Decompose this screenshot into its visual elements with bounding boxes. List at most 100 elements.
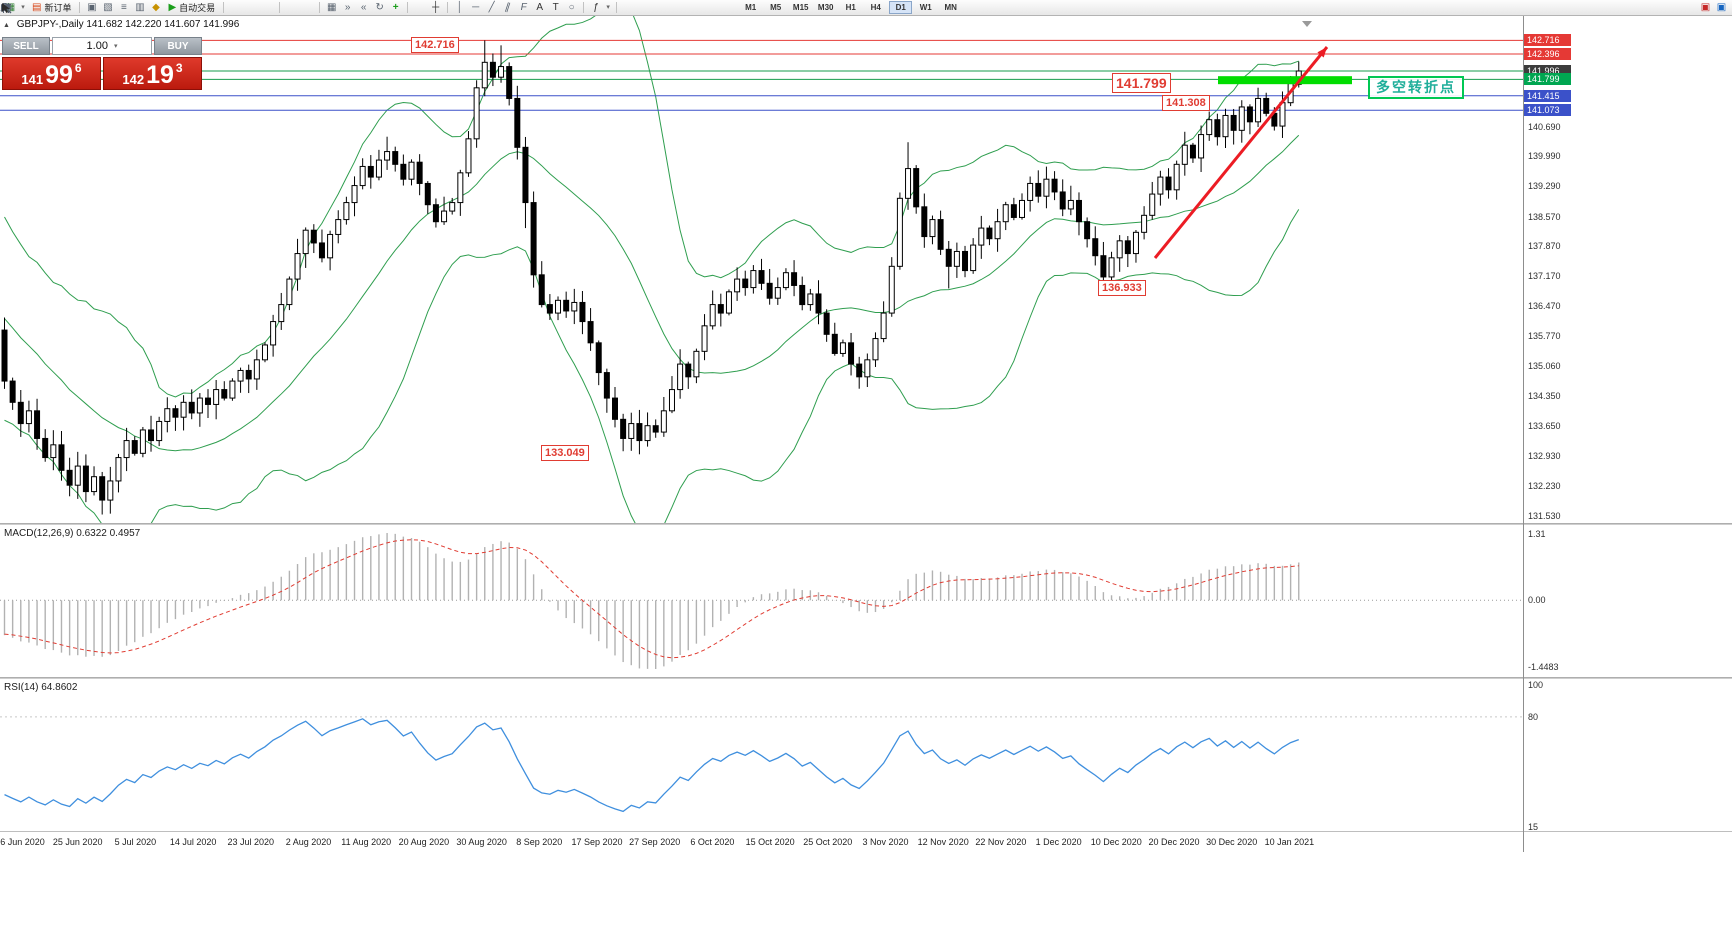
ask-pips: 19 xyxy=(146,61,174,89)
candle-body xyxy=(668,389,675,412)
timeframe-h1[interactable]: H1 xyxy=(845,3,856,12)
candle-body xyxy=(652,425,659,433)
price-callout[interactable]: 133.049 xyxy=(541,445,589,462)
new-chart-caret-icon[interactable]: ▾ xyxy=(21,4,25,11)
candle-body xyxy=(970,244,977,272)
candle-body xyxy=(823,312,830,335)
line-chart-mode-icon[interactable] xyxy=(0,1,275,14)
market-watch-icon[interactable]: ≡ xyxy=(121,2,127,13)
ask-price-tile[interactable]: 142 19 3 xyxy=(103,57,202,90)
candle-body xyxy=(620,418,627,439)
new-order-button[interactable]: ▤ 新订单 xyxy=(28,1,75,15)
zoom-out-icon[interactable] xyxy=(1,1,315,14)
price-axis-tick: 131.530 xyxy=(1528,510,1561,521)
one-click-collapse-icon[interactable]: ▲ xyxy=(3,22,10,29)
candle-body xyxy=(1189,144,1196,159)
auto-scroll-icon[interactable]: » xyxy=(344,2,351,13)
vertical-line-tool-icon[interactable]: │ xyxy=(456,2,463,13)
ask-prefix: 142 xyxy=(122,72,145,87)
chart-shift-marker[interactable] xyxy=(1302,21,1312,27)
sell-button[interactable]: SELL xyxy=(2,37,50,55)
timeframe-w1[interactable]: W1 xyxy=(919,3,932,12)
price-callout[interactable]: 136.933 xyxy=(1098,280,1146,297)
lot-size-input[interactable]: 1.00 ▾ xyxy=(52,37,152,55)
toolbar-far-icon-1[interactable]: ▣ xyxy=(1700,2,1711,13)
candle-body xyxy=(514,97,521,148)
horizontal-line-tool-icon[interactable]: ─ xyxy=(472,2,480,13)
candle-body xyxy=(245,369,252,380)
candle-body xyxy=(888,265,895,314)
panel-splitter[interactable] xyxy=(0,523,1732,525)
macd-panel-canvas[interactable] xyxy=(0,525,1523,677)
alerts-icon[interactable]: ◆ xyxy=(152,2,160,13)
timeframe-m1[interactable]: M1 xyxy=(745,3,757,12)
timeframe-mn[interactable]: MN xyxy=(944,3,957,12)
chart-windows-icon[interactable]: ▣ xyxy=(87,2,97,13)
price-callout[interactable]: 141.799 xyxy=(1112,73,1171,94)
label-tool-icon[interactable]: T xyxy=(552,2,559,13)
zoom-in-icon[interactable] xyxy=(1,1,299,14)
panel-splitter[interactable] xyxy=(0,677,1732,679)
candle-body xyxy=(91,476,98,493)
candle-body xyxy=(1157,176,1164,195)
price-axis-tick: 138.570 xyxy=(1528,211,1561,222)
price-callout[interactable]: 142.716 xyxy=(411,37,459,54)
tile-windows-icon[interactable]: ▦ xyxy=(326,2,337,13)
date-axis-label: 22 Nov 2020 xyxy=(975,837,1027,847)
indicators-icon[interactable]: ƒ xyxy=(592,2,599,13)
date-axis-label: 3 Nov 2020 xyxy=(862,837,909,847)
candlestick-mode-icon[interactable] xyxy=(1,1,259,14)
candle-body xyxy=(1116,240,1123,259)
timeframe-h4[interactable]: H4 xyxy=(870,3,881,12)
data-window-icon[interactable]: ▥ xyxy=(135,2,145,13)
bid-price-tile[interactable]: 141 99 6 xyxy=(2,57,101,90)
timeframe-m5[interactable]: M5 xyxy=(770,3,782,12)
refresh-icon[interactable]: ↻ xyxy=(375,2,384,13)
trendline-tool-icon[interactable]: ╱ xyxy=(488,2,495,13)
candle-body xyxy=(58,444,65,471)
chart-shift-icon[interactable]: « xyxy=(360,2,367,13)
candle-body xyxy=(156,420,163,442)
price-axis-tick: 135.060 xyxy=(1528,360,1561,371)
price-chart-canvas[interactable] xyxy=(0,16,1523,523)
date-axis-label: 25 Jun 2020 xyxy=(52,837,103,847)
candle-body xyxy=(579,301,586,323)
candle-body xyxy=(1100,255,1107,278)
timeframe-m15[interactable]: M15 xyxy=(792,3,809,12)
lot-caret-icon[interactable]: ▾ xyxy=(113,43,118,50)
channel-tool-icon[interactable]: ∥ xyxy=(503,1,512,14)
candle-body xyxy=(294,253,301,280)
text-tool-icon[interactable]: A xyxy=(536,2,544,13)
add-indicator-icon[interactable]: + xyxy=(392,2,399,13)
turning-point-annotation[interactable]: 多空转折点 xyxy=(1368,76,1464,99)
trend-arrow-line[interactable] xyxy=(1153,46,1329,259)
bar-chart-mode-icon[interactable] xyxy=(1,1,243,14)
macd-label: MACD(12,26,9) 0.6322 0.4957 xyxy=(4,528,141,539)
candle-body xyxy=(506,66,513,99)
auto-trading-label: 自动交易 xyxy=(179,3,216,13)
profiles-icon[interactable]: ▧ xyxy=(103,2,113,13)
cursor-icon[interactable] xyxy=(2,1,427,14)
candle-body xyxy=(1246,106,1253,123)
auto-trading-button[interactable]: ▶ 自动交易 xyxy=(164,1,219,15)
price-callout[interactable]: 141.308 xyxy=(1162,95,1210,112)
crosshair-icon[interactable]: ┼ xyxy=(432,2,440,13)
bid-pips: 99 xyxy=(45,61,73,89)
indicators-caret-icon[interactable]: ▾ xyxy=(606,4,610,11)
timeframe-m30[interactable]: M30 xyxy=(817,3,834,12)
candle-body xyxy=(278,304,285,323)
shapes-tool-icon[interactable]: ○ xyxy=(568,2,575,13)
candle-body xyxy=(913,168,920,208)
candle-body xyxy=(1010,204,1017,218)
candle-body xyxy=(213,389,220,405)
support-zone-highlight[interactable] xyxy=(1218,76,1352,85)
timeframe-d1[interactable]: D1 xyxy=(889,1,913,14)
price-axis-tick: 132.230 xyxy=(1528,481,1561,492)
fibonacci-tool-icon[interactable]: F xyxy=(520,2,527,13)
toolbar-far-icon-2[interactable]: ▣ xyxy=(1716,2,1727,13)
buy-button[interactable]: BUY xyxy=(154,37,202,55)
candle-body xyxy=(1141,214,1148,233)
panel-splitter[interactable] xyxy=(0,831,1732,832)
rsi-panel-canvas[interactable] xyxy=(0,679,1523,831)
candle-body xyxy=(392,151,399,165)
